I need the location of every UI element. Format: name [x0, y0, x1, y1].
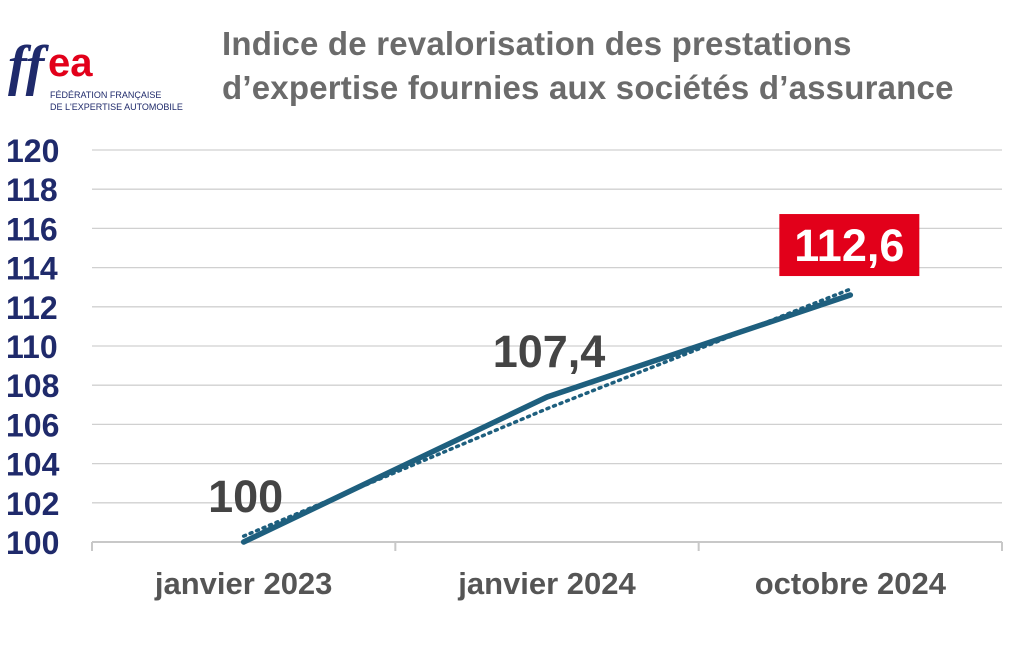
series-line	[240, 292, 854, 545]
data-label-highlight-box	[779, 214, 920, 277]
chart-title-line2: d’expertise fournies aux sociétés d’assu…	[222, 69, 954, 106]
chart-title-line1: Indice de revalorisation des prestations	[222, 25, 852, 62]
logo-line1: FÉDÉRATION FRANÇAISE	[50, 90, 161, 100]
y-tick-label: 110	[6, 329, 58, 365]
x-category-label: octobre 2024	[755, 566, 947, 601]
x-category-label: janvier 2024	[457, 566, 636, 601]
svg-text:ff: ff	[8, 38, 50, 97]
svg-text:ea: ea	[48, 41, 93, 85]
data-label: 112,6	[794, 220, 904, 271]
y-tick-label: 106	[6, 407, 59, 443]
y-tick-label: 120	[6, 133, 59, 169]
logo-line2: DE L'EXPERTISE AUTOMOBILE	[50, 102, 183, 112]
y-tick-label: 102	[6, 486, 59, 522]
y-tick-label: 108	[6, 368, 59, 404]
y-tick-label: 114	[6, 251, 58, 287]
data-label: 100	[208, 471, 283, 522]
chart-title: Indice de revalorisation des prestations…	[222, 22, 1012, 110]
data-label: 107,4	[493, 326, 606, 377]
ffea-logo-mark: ff ea	[8, 38, 93, 97]
ffea-logo: ff ea FÉDÉRATION FRANÇAISE DE L'EXPERTIS…	[8, 38, 183, 112]
y-tick-label: 116	[6, 211, 58, 247]
y-tick-label: 118	[6, 172, 58, 208]
y-tick-label: 104	[6, 447, 60, 483]
y-tick-label: 100	[6, 525, 59, 561]
y-tick-label: 112	[6, 290, 58, 326]
x-category-label: janvier 2023	[154, 566, 333, 601]
